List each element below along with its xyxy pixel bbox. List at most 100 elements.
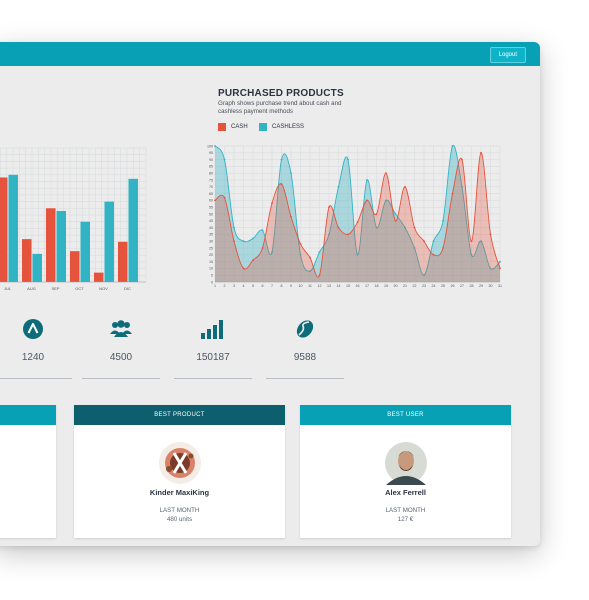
point-cash: [347, 233, 349, 236]
best-user-name: Alex Ferrell: [385, 488, 426, 497]
bar-cash: [70, 251, 80, 282]
x-tick-label: 15: [346, 284, 350, 288]
avatar: [384, 441, 428, 485]
x-tick-label: 26: [451, 284, 455, 288]
x-tick-label: 24: [432, 284, 436, 288]
stat-value: 1240: [21, 352, 45, 363]
point-cash: [261, 247, 264, 249]
chart-subtitle: Graph shows purchase trend about cash an…: [218, 100, 342, 115]
point-cash: [470, 240, 473, 243]
x-tick-label: 27: [460, 284, 464, 288]
point-cash: [299, 243, 302, 245]
point-cash: [223, 196, 226, 199]
chart-title: PURCHASED PRODUCTS: [218, 88, 344, 99]
point-cash: [242, 267, 245, 270]
x-tick-label: 25: [441, 284, 445, 288]
users-icon: [109, 318, 133, 345]
x-tick-label: OCT: [75, 286, 84, 291]
point-cashless: [328, 233, 330, 236]
product-image: [158, 441, 202, 485]
y-tick-label: 50: [209, 212, 213, 216]
point-cashless: [337, 185, 340, 188]
best-product-period: LAST MONTH: [159, 507, 200, 514]
point-cash: [451, 192, 454, 195]
point-cash: [214, 199, 216, 202]
point-cashless: [413, 247, 416, 249]
point-cashless: [366, 179, 368, 181]
point-cashless: [280, 158, 283, 161]
bar-cashless: [32, 253, 42, 282]
y-tick-label: 70: [209, 185, 213, 189]
y-tick-label: 85: [209, 165, 213, 169]
x-tick-label: 4: [243, 284, 245, 288]
point-cash: [280, 183, 283, 185]
stat-card-1: 1240: [0, 318, 72, 379]
best-product-amount: 480 units: [166, 516, 193, 523]
y-tick-label: 15: [209, 260, 213, 264]
point-cashless: [489, 267, 492, 270]
point-cashless: [290, 172, 292, 175]
bar-cashless: [56, 210, 66, 282]
legend-cashless-label: CASHLESS: [272, 123, 305, 130]
point-cashless: [461, 185, 463, 188]
x-tick-label: 9: [290, 284, 292, 288]
x-tick-label: 7: [271, 284, 273, 288]
point-cash: [252, 259, 254, 262]
left-card: [0, 405, 56, 538]
logout-button[interactable]: Logout: [489, 47, 526, 63]
best-user-period: LAST MONTH: [385, 507, 426, 514]
y-tick-label: 40: [209, 226, 213, 230]
point-cashless: [271, 251, 273, 253]
stat-card-4: 9588: [266, 318, 344, 379]
point-cash: [489, 233, 492, 236]
y-tick-label: 30: [209, 240, 213, 244]
point-cash: [271, 202, 273, 205]
point-cash: [480, 151, 482, 154]
legend-cash-swatch: [218, 122, 226, 131]
top-bar: Logout: [0, 42, 540, 66]
point-cash: [366, 199, 368, 202]
x-tick-label: 19: [384, 284, 388, 288]
point-cashless: [451, 145, 454, 147]
point-cashless: [499, 260, 501, 263]
point-cashless: [356, 253, 359, 256]
point-cashless: [318, 251, 321, 253]
best-user-header: BEST USER: [300, 405, 511, 425]
stat-value: 9588: [293, 352, 317, 363]
point-cash: [423, 240, 425, 243]
point-cashless: [252, 237, 254, 240]
chevron-up-icon: [22, 318, 44, 345]
monthly-bar-chart: JUL AUG SEP OCT NOV DIC: [0, 147, 147, 291]
point-cash: [318, 274, 321, 277]
point-cash: [375, 213, 378, 215]
point-cashless: [442, 219, 444, 222]
best-product-header: BEST PRODUCT: [74, 405, 285, 425]
bar-cash: [118, 241, 128, 282]
point-cashless: [480, 240, 482, 243]
bar-cash: [0, 177, 8, 282]
x-tick-label: 20: [394, 284, 398, 288]
x-tick-label: 18: [375, 284, 379, 288]
y-tick-label: 35: [209, 233, 213, 237]
point-cashless: [432, 240, 435, 243]
point-cash: [499, 267, 501, 270]
point-cash: [328, 206, 330, 209]
point-cashless: [261, 229, 264, 232]
x-tick-label: 14: [337, 284, 341, 288]
y-tick-label: 75: [209, 178, 213, 182]
point-cash: [290, 215, 292, 218]
x-tick-label: 5: [252, 284, 254, 288]
x-tick-label: NOV: [99, 286, 108, 291]
point-cashless: [233, 226, 235, 229]
y-tick-label: 60: [209, 199, 213, 203]
dashboard-window: Logout JUL AUG SEP OCT NOV DIC PURCHASED PROD…: [0, 42, 540, 546]
y-tick-label: 95: [209, 151, 213, 155]
point-cash: [337, 226, 340, 229]
bar-cashless: [8, 174, 18, 282]
point-cash: [394, 219, 397, 222]
x-tick-label: 23: [422, 284, 426, 288]
point-cashless: [299, 253, 302, 256]
stat-value: 4500: [109, 352, 133, 363]
x-tick-label: JUL: [4, 286, 12, 291]
y-tick-label: 25: [209, 246, 213, 250]
